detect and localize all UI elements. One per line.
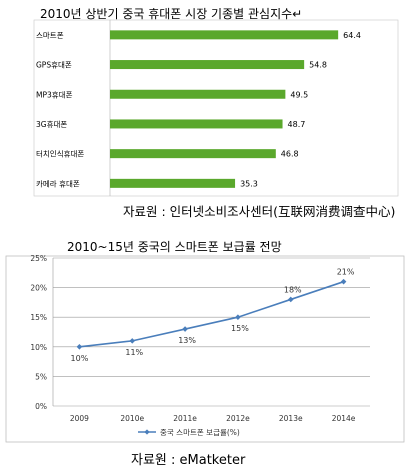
y-tick-label: 20% — [30, 284, 47, 293]
y-tick-label: 25% — [30, 254, 47, 263]
bar-value-label: 54.8 — [309, 61, 327, 70]
bar-category-label: GPS휴대폰 — [36, 61, 72, 70]
x-tick-label: 2013e — [279, 414, 303, 423]
y-tick-label: 10% — [30, 343, 47, 352]
y-tick-label: 15% — [30, 313, 47, 322]
bar — [110, 149, 276, 159]
bar-category-label: 터치인식휴대폰 — [36, 149, 84, 159]
bar-category-label: 3G휴대폰 — [36, 120, 67, 129]
bar-category-label: 카메라 휴대폰 — [36, 179, 80, 188]
x-tick-label: 2010e — [120, 414, 144, 423]
bar — [110, 30, 339, 40]
data-label: 18% — [284, 285, 302, 294]
bar — [110, 89, 286, 99]
data-point — [235, 314, 241, 320]
data-label: 10% — [71, 354, 89, 363]
x-tick-label: 2009 — [70, 414, 89, 423]
bar-value-label: 64.4 — [343, 31, 361, 40]
chart1-source: 자료원 : 인터넷소비조사센터(互联网消费调查中心) — [123, 204, 396, 219]
bar-value-label: 48.7 — [288, 120, 306, 129]
legend-marker — [144, 429, 150, 435]
legend-label: 중국 스마트폰 보급률(%) — [160, 428, 240, 437]
bar-value-label: 35.3 — [240, 179, 258, 188]
x-tick-label: 2011e — [173, 414, 197, 423]
bar-category-label: 스마트폰 — [36, 31, 64, 40]
x-tick-label: 2014e — [332, 414, 356, 423]
series-line — [79, 280, 344, 348]
y-tick-label: 0% — [35, 402, 47, 411]
chart1-title: 2010년 상반기 중국 휴대폰 시장 기종별 관심지수↵ — [40, 7, 303, 21]
line-chart-frame — [5, 255, 405, 443]
data-point — [340, 278, 347, 285]
data-point — [182, 326, 188, 332]
data-label: 15% — [231, 324, 249, 333]
data-label: 21% — [337, 268, 355, 277]
bar-value-label: 46.8 — [281, 150, 299, 159]
data-label: 11% — [125, 348, 143, 357]
bar-value-label: 49.5 — [290, 90, 308, 99]
chart2-source: 자료원 : eMatketer — [131, 453, 246, 468]
bar — [110, 60, 305, 70]
y-tick-label: 5% — [35, 372, 47, 381]
data-point — [129, 338, 136, 344]
bar-chart-frame — [33, 19, 399, 197]
bar-category-label: MP3휴대폰 — [36, 90, 73, 99]
data-label: 13% — [178, 336, 196, 345]
data-point — [287, 296, 294, 303]
bar — [110, 119, 283, 129]
bar — [110, 178, 236, 188]
x-tick-label: 2012e — [226, 414, 250, 423]
chart2-title: 2010~15년 중국의 스마트폰 보급률 전망 — [67, 240, 282, 254]
data-point — [76, 344, 83, 350]
